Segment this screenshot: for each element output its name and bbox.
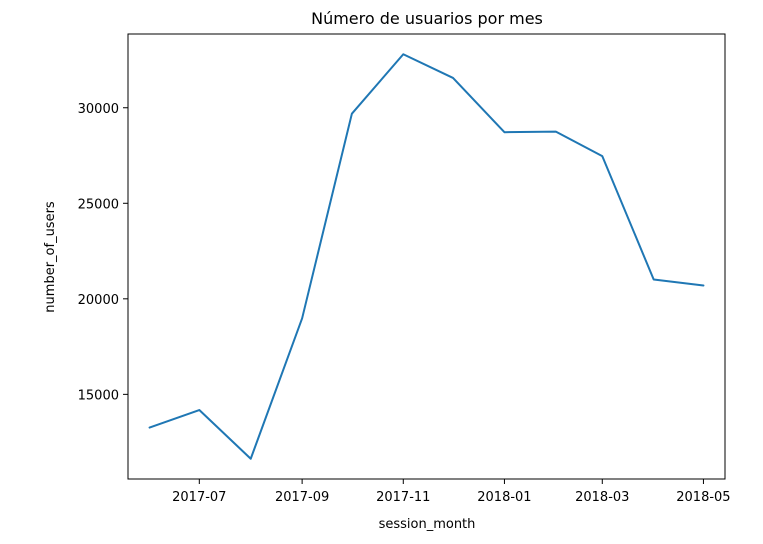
x-tick-label: 2017-07: [172, 490, 226, 505]
plot-area: [128, 34, 725, 479]
y-tick-label: 20000: [78, 293, 119, 308]
x-tick-label: 2018-05: [676, 490, 730, 505]
x-axis-ticks: 2017-07 2017-09 2017-11 2018-01 2018-03 2018-…: [172, 479, 731, 505]
series-line: [148, 53, 705, 460]
y-tick-label: 25000: [78, 197, 119, 212]
x-tick-label: 2017-11: [376, 490, 430, 505]
y-axis-ticks: 15000 20000 25000 30000: [78, 102, 128, 403]
x-axis-label: session_month: [379, 517, 476, 532]
chart-title: Número de usuarios por mes: [311, 9, 543, 28]
x-tick-label: 2018-03: [575, 490, 629, 505]
y-tick-label: 30000: [78, 102, 119, 117]
y-tick-label: 15000: [78, 388, 119, 403]
y-axis-label: number_of_users: [43, 201, 58, 313]
series-layer: [148, 53, 705, 460]
plot-frame: [127, 33, 726, 480]
x-tick-label: 2017-09: [275, 490, 329, 505]
x-tick-label: 2018-01: [477, 490, 531, 505]
